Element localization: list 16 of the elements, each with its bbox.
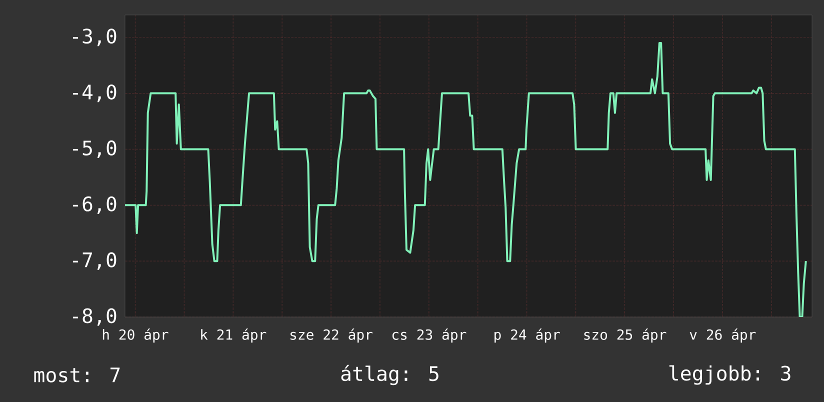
y-tick-label: -8,0 <box>72 308 116 326</box>
y-tick-label: -5,0 <box>72 140 116 158</box>
x-tick-label: h 20 ápr <box>102 328 168 343</box>
text: átlag: 5 <box>341 364 438 386</box>
x-tick-label: sze 22 ápr <box>290 328 372 343</box>
x-tick-label: cs 23 ápr <box>392 328 466 343</box>
y-tick-label: -6,0 <box>72 196 116 214</box>
x-tick-label: szo 25 ápr <box>584 328 666 343</box>
y-tick-label: -3,0 <box>72 28 116 46</box>
x-tick-label: v 26 ápr <box>690 328 756 343</box>
y-tick-label: -7,0 <box>72 252 116 270</box>
x-tick-label: p 24 ápr <box>494 328 560 343</box>
x-tick-label: k 21 ápr <box>201 328 266 343</box>
y-tick-label: -4,0 <box>72 84 116 102</box>
text: legjobb: 3 <box>669 365 790 385</box>
text: most: 7 <box>34 368 120 382</box>
